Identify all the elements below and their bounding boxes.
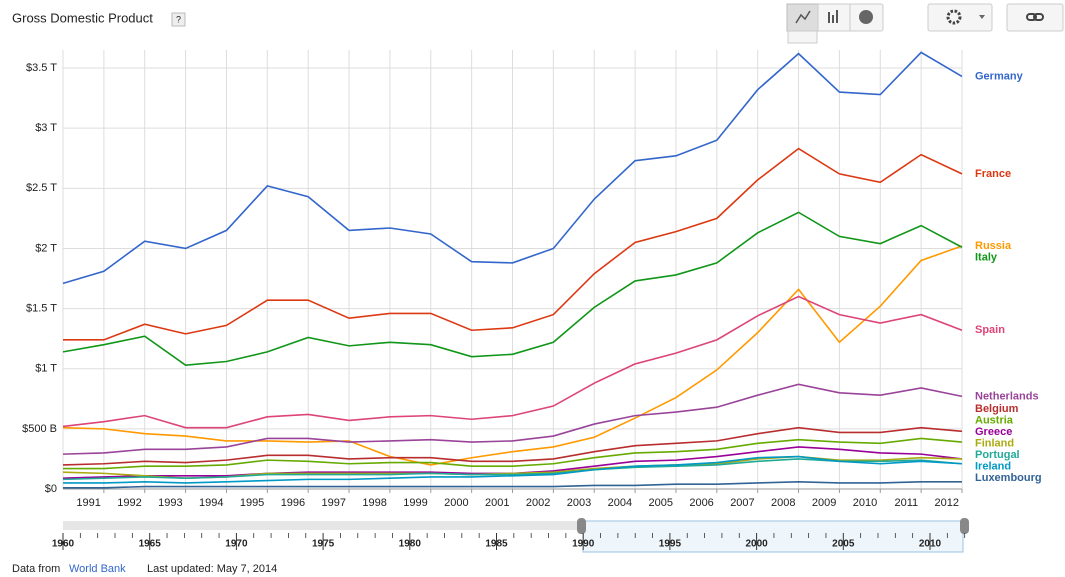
line-icon	[795, 10, 811, 24]
x-tick-label: 2002	[526, 497, 550, 509]
bar-chart-button[interactable]	[828, 10, 838, 23]
timeline-label: 1990	[572, 539, 595, 550]
series-line	[62, 383, 963, 455]
timeline-label: 2000	[745, 539, 768, 550]
timeline-handle[interactable]	[960, 518, 969, 534]
footer-prefix: Data from	[12, 563, 60, 575]
y-tick-label: $1 T	[35, 363, 57, 375]
x-tick-label: 1996	[281, 497, 305, 509]
x-tick-label: 2006	[689, 497, 713, 509]
series-line	[63, 437, 963, 470]
series-label: Finland	[975, 437, 1014, 449]
chart-type-toolbar	[786, 3, 884, 44]
series-label: Luxembourg	[975, 472, 1042, 484]
x-tick-label: 2009	[812, 497, 836, 509]
timeline-label: 1995	[659, 539, 682, 550]
series-line	[62, 458, 963, 481]
x-tick-label: 1991	[76, 497, 100, 509]
y-tick-label: $2.5 T	[26, 182, 57, 194]
timeline-track	[63, 521, 963, 530]
x-tick-label: 2012	[935, 497, 959, 509]
x-tick-label: 1992	[117, 497, 141, 509]
x-tick-label: 2001	[485, 497, 509, 509]
series-line	[62, 211, 963, 366]
series-line	[62, 51, 963, 285]
series-label: France	[975, 168, 1011, 180]
timeline-label: 1975	[312, 539, 335, 550]
series-label: Austria	[975, 414, 1014, 426]
series-line	[62, 245, 963, 466]
series-label: Germany	[975, 70, 1024, 82]
timeline-label: 2005	[832, 539, 855, 550]
x-tick-label: 1995	[240, 497, 264, 509]
y-tick-label: $0	[45, 483, 57, 495]
y-tick-label: $3.5 T	[26, 62, 57, 74]
series-label: Italy	[975, 251, 998, 263]
series-label: Ireland	[975, 460, 1011, 472]
x-tick-label: 2011	[894, 497, 918, 509]
x-tick-label: 1993	[158, 497, 182, 509]
series-label: Netherlands	[975, 390, 1039, 402]
series-label: Belgium	[975, 403, 1019, 415]
series-line	[62, 426, 963, 466]
series-label: Greece	[975, 426, 1012, 438]
gear-icon	[946, 9, 962, 25]
timeline-label: 1970	[225, 539, 248, 550]
x-tick-label: 1999	[403, 497, 427, 509]
scatter-chart-button[interactable]	[787, 30, 818, 44]
series-label: Russia	[975, 240, 1012, 252]
series-line	[63, 147, 963, 341]
timeline: 1960 1965 1970 1975 1980 1985 1990 1995 2000 2005…	[52, 518, 969, 553]
y-tick-label: $500 B	[22, 423, 57, 435]
timeline-label: 1960	[52, 539, 75, 550]
y-tick-label: $3 T	[35, 122, 57, 134]
series-label: Spain	[975, 324, 1005, 336]
x-tick-label: 1994	[199, 497, 223, 509]
timeline-label: 2010	[919, 539, 942, 550]
timeline-selection[interactable]	[582, 520, 964, 553]
help-label[interactable]: ?	[176, 14, 181, 24]
x-tick-label: 2008	[771, 497, 795, 509]
series-line	[63, 480, 962, 489]
plot: 1991 1992 1993 1994 1995 1996 1997 1998 1999 2000…	[22, 50, 963, 509]
timeline-label: 1980	[399, 539, 422, 550]
x-tick-label: 2000	[444, 497, 468, 509]
x-tick-label: 1997	[322, 497, 346, 509]
y-tick-label: $1.5 T	[26, 302, 57, 314]
link-icon	[1026, 13, 1044, 21]
x-tick-label: 2010	[853, 497, 877, 509]
x-tick-label: 2007	[730, 497, 754, 509]
timeline-label: 1965	[139, 539, 162, 550]
series-label: Portugal	[975, 449, 1020, 461]
y-tick-label: $2 T	[35, 242, 57, 254]
x-tick-label: 2005	[648, 497, 672, 509]
chart-title: Gross Domestic Product	[12, 10, 153, 25]
series-line	[62, 295, 963, 429]
last-updated: Last updated: May 7, 2014	[147, 563, 277, 575]
map-chart-button[interactable]	[859, 10, 873, 24]
x-tick-label: 1998	[362, 497, 386, 509]
timeline-handle[interactable]	[577, 518, 586, 534]
x-tick-label: 2003	[567, 497, 591, 509]
source-link[interactable]: World Bank	[69, 563, 126, 575]
series-line	[63, 455, 963, 484]
timeline-label: 1985	[485, 539, 508, 550]
x-tick-label: 2004	[608, 497, 632, 509]
help-button[interactable]	[171, 12, 186, 27]
dropdown-arrow	[979, 15, 985, 19]
